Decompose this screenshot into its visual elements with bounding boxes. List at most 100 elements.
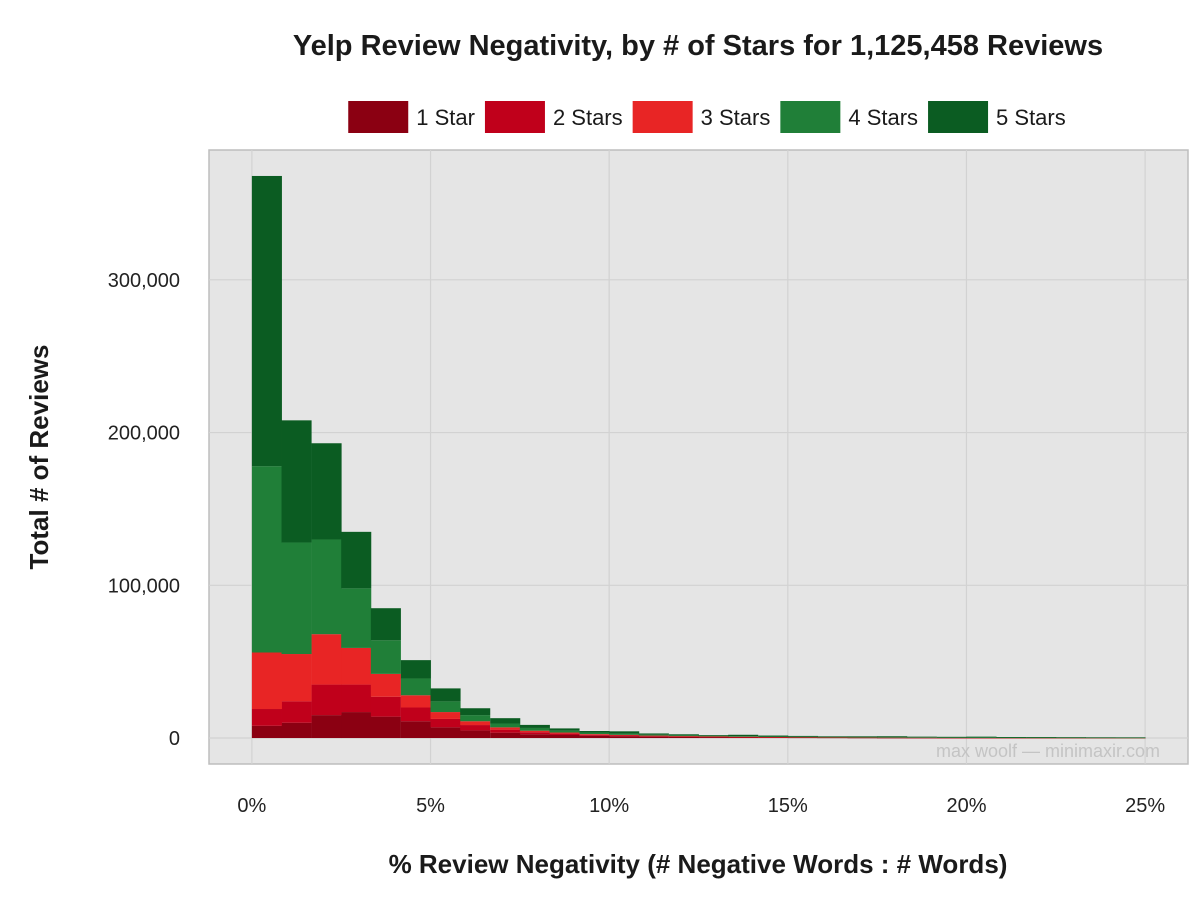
bar-segment	[847, 737, 878, 738]
bar-segment	[549, 733, 580, 735]
bar-segment	[370, 696, 401, 717]
bar-segment	[311, 715, 342, 739]
bar-segment	[400, 678, 431, 696]
chart-title: Yelp Review Negativity, by # of Stars fo…	[293, 30, 1103, 62]
legend-item: 2 Stars	[484, 101, 623, 133]
bar-segment	[311, 443, 342, 540]
legend-label: 2 Stars	[553, 105, 623, 130]
bar-segment	[1055, 737, 1086, 738]
legend-label: 4 Stars	[848, 105, 918, 130]
bar-segment	[728, 736, 759, 738]
bar-segment	[638, 736, 669, 737]
bar-segment	[549, 734, 580, 739]
y-axis-ticks: 0 100,000 200,000 300,000	[108, 270, 180, 750]
legend-key	[484, 101, 545, 133]
bar-segment	[370, 640, 401, 674]
bar-segment	[638, 734, 669, 736]
bar-segment	[1115, 737, 1146, 739]
bar-segment	[281, 701, 312, 723]
bar-segment	[877, 737, 908, 738]
series-1	[251, 712, 1146, 739]
bars	[251, 175, 1146, 739]
bar-segment	[341, 712, 372, 739]
bar-segment	[638, 733, 669, 735]
x-tick-label: 25%	[1125, 795, 1165, 817]
bar-segment	[490, 727, 521, 730]
y-tick-label: 100,000	[108, 575, 180, 597]
bar-segment	[519, 734, 550, 739]
bar-segment	[668, 736, 699, 738]
legend-item: 4 Stars	[780, 101, 918, 133]
bar-segment	[460, 715, 491, 722]
bar-segment	[668, 736, 699, 739]
y-tick-label: 0	[169, 728, 180, 750]
bar-segment	[787, 736, 818, 738]
bar-segment	[519, 724, 550, 728]
bar-segment	[460, 708, 491, 716]
bar-segment	[817, 736, 848, 738]
bar-segment	[281, 654, 312, 702]
bar-segment	[936, 737, 967, 738]
x-tick-label: 15%	[768, 795, 808, 817]
bar-segment	[341, 684, 372, 713]
legend-key	[348, 101, 409, 133]
bar-segment	[906, 736, 937, 738]
bar-segment	[251, 466, 282, 653]
bar-segment	[817, 736, 848, 737]
bar-segment	[251, 725, 282, 739]
bar-segment	[370, 716, 401, 739]
bar-segment	[609, 734, 640, 736]
bar-segment	[698, 735, 729, 736]
bar-segment	[1055, 737, 1086, 739]
x-axis-ticks: 0% 5% 10% 15% 20% 25%	[237, 795, 1165, 817]
bar-segment	[490, 718, 521, 724]
bar-segment	[251, 709, 282, 726]
bar-segment	[758, 736, 789, 738]
bar-segment	[370, 608, 401, 641]
watermark: max woolf — minimaxir.com	[936, 741, 1160, 761]
bar-segment	[519, 730, 550, 733]
legend: 1 Star 2 Stars 3 Stars 4 Stars 5 Stars	[348, 101, 1066, 133]
series-4	[251, 466, 1146, 739]
bar-segment	[549, 728, 580, 731]
bar-segment	[549, 730, 580, 733]
bar-segment	[996, 737, 1027, 738]
bar-segment	[490, 729, 521, 733]
bar-segment	[549, 732, 580, 734]
bar-segment	[1026, 737, 1057, 738]
bar-segment	[758, 736, 789, 738]
legend-item: 3 Stars	[632, 101, 770, 133]
legend-label: 1 Star	[416, 105, 475, 130]
x-tick-label: 5%	[416, 795, 445, 817]
bar-segment	[400, 707, 431, 722]
x-tick-label: 20%	[946, 795, 986, 817]
bar-segment	[1085, 737, 1116, 739]
bar-segment	[787, 737, 818, 738]
x-tick-label: 10%	[589, 795, 629, 817]
bar-segment	[966, 737, 997, 739]
bar-segment	[430, 688, 461, 702]
bar-segment	[519, 727, 550, 731]
legend-key	[780, 101, 841, 133]
bar-segment	[668, 734, 699, 736]
bar-segment	[281, 542, 312, 655]
bar-segment	[281, 420, 312, 543]
bar-segment	[906, 737, 937, 738]
bar-segment	[698, 736, 729, 738]
bar-segment	[847, 736, 878, 738]
bar-segment	[698, 736, 729, 738]
y-tick-label: 200,000	[108, 423, 180, 445]
bar-segment	[579, 735, 610, 739]
legend-key	[928, 101, 989, 133]
bar-segment	[311, 539, 342, 635]
bar-segment	[638, 735, 669, 737]
bar-segment	[609, 735, 640, 737]
x-tick-label: 0%	[237, 795, 266, 817]
bar-segment	[847, 737, 878, 738]
bar-segment	[877, 736, 908, 738]
bar-segment	[787, 735, 818, 737]
bar-segment	[430, 712, 461, 719]
bar-segment	[1115, 737, 1146, 738]
bar-segment	[400, 660, 431, 679]
bar-segment	[370, 673, 401, 697]
